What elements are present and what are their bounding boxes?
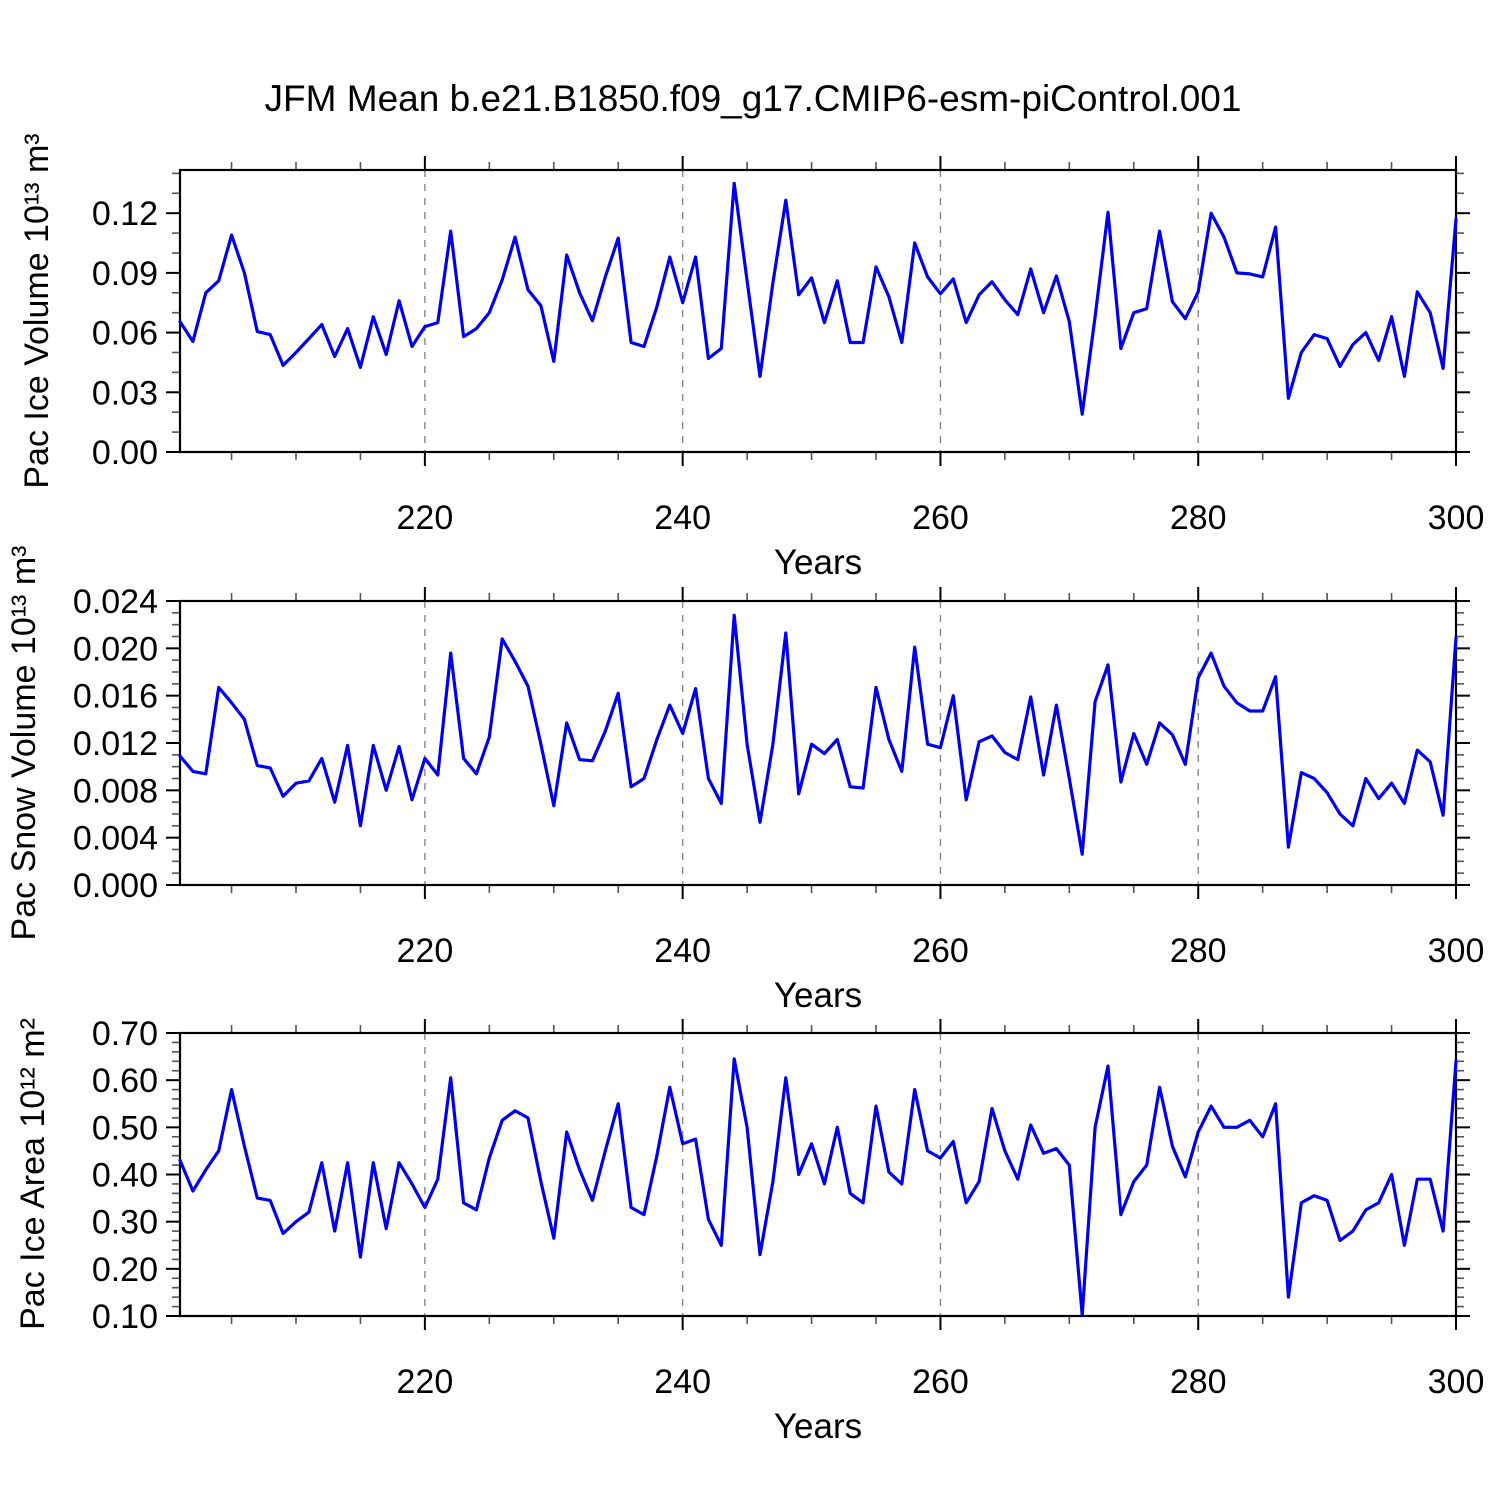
plot-frame <box>178 599 1458 887</box>
x-tick-label: 240 <box>654 499 711 537</box>
x-tick-label: 280 <box>1170 932 1227 970</box>
x-tick-label: 300 <box>1428 1363 1485 1401</box>
y-tick-label: 0.016 <box>73 678 158 716</box>
pac-ice-volume-series-line <box>178 181 1458 416</box>
x-tick-label: 220 <box>397 1363 454 1401</box>
y-tick-label: 0.004 <box>73 820 158 858</box>
y-tick-label: 0.020 <box>73 630 158 668</box>
x-axis-title-years-top: Years <box>773 543 863 582</box>
pac-snow-volume-series-line <box>178 613 1458 856</box>
y-tick-label: 0.50 <box>92 1109 158 1147</box>
x-tick-label: 220 <box>397 932 454 970</box>
y-tick-label: 0.09 <box>92 255 158 293</box>
y-tick-label: 0.012 <box>73 725 158 763</box>
y-tick-label: 0.024 <box>73 583 158 621</box>
y-tick-label: 0.10 <box>92 1298 158 1336</box>
x-tick-label: 240 <box>654 932 711 970</box>
x-tick-label: 260 <box>912 499 969 537</box>
y-tick-label: 0.06 <box>92 315 158 353</box>
y-tick-label: 0.000 <box>73 867 158 905</box>
pac-ice-area-series-line <box>178 1057 1458 1317</box>
figure-title: JFM Mean b.e21.B1850.f09_g17.CMIP6-esm-p… <box>264 78 1242 119</box>
x-tick-label: 300 <box>1428 499 1485 537</box>
x-tick-label: 260 <box>912 932 969 970</box>
x-tick-label: 280 <box>1170 1363 1227 1401</box>
plot-frame <box>178 1031 1458 1318</box>
plot-frame <box>178 168 1458 454</box>
y-tick-label: 0.20 <box>92 1251 158 1289</box>
y-tick-label: 0.40 <box>92 1157 158 1195</box>
y-tick-label: 0.12 <box>92 195 158 233</box>
x-tick-label: 240 <box>654 1363 711 1401</box>
x-axis-title-years-middle: Years <box>773 976 863 1015</box>
y-tick-label: 0.70 <box>92 1015 158 1053</box>
y-tick-label: 0.008 <box>73 772 158 810</box>
x-tick-label: 280 <box>1170 499 1227 537</box>
y-tick-label: 0.03 <box>92 374 158 412</box>
y-tick-label: 0.00 <box>92 434 158 472</box>
y-tick-label: 0.30 <box>92 1204 158 1242</box>
x-tick-label: 300 <box>1428 932 1485 970</box>
y-tick-label: 0.60 <box>92 1062 158 1100</box>
y-axis-title-ice-area: Pac Ice Area 10¹² m² <box>14 1018 52 1330</box>
x-axis-title-years-bottom: Years <box>773 1407 863 1446</box>
x-tick-label: 260 <box>912 1363 969 1401</box>
x-tick-label: 220 <box>397 499 454 537</box>
